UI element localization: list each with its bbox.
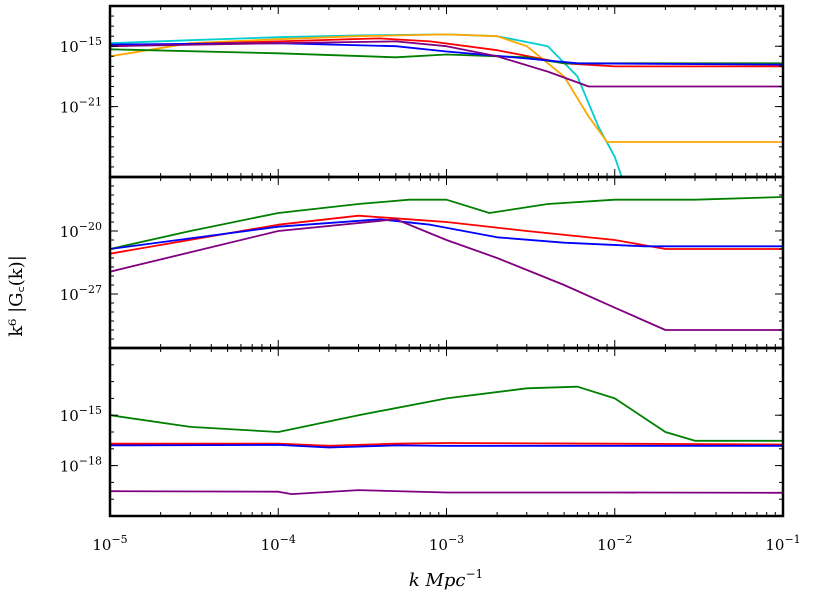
x-tick-base: 10: [92, 536, 111, 554]
x-axis-title: k Mpc−1: [409, 567, 483, 591]
series-group-bottom: [110, 385, 783, 495]
series-line-middle-0: [110, 196, 783, 250]
x-tick-label: 10−2: [597, 533, 632, 554]
y-tick-label: 10−21: [60, 96, 102, 117]
x-tick-exponent: −5: [111, 533, 127, 546]
x-tick-label: 10−3: [429, 533, 464, 554]
series-line-top-3: [110, 48, 783, 65]
x-tick-label: 10−4: [261, 533, 296, 554]
x-tick-exponent: −3: [448, 533, 464, 546]
y-tick-label: 10−18: [60, 455, 102, 476]
x-tick-exponent: −4: [280, 533, 296, 546]
y-tick-base: 10: [60, 38, 79, 56]
y-tick-exponent: −21: [79, 96, 102, 109]
series-line-bottom-2: [110, 444, 783, 449]
series-line-bottom-3: [110, 489, 783, 495]
series-line-top-2: [110, 37, 783, 68]
x-axis-title-exponent: −1: [465, 567, 483, 581]
series-line-top-5: [110, 40, 783, 88]
y-tick-label: 10−27: [60, 283, 102, 304]
y-tick-exponent: −18: [79, 455, 102, 468]
x-axis-title-text: k Mpc: [409, 570, 466, 591]
x-tick-exponent: −1: [784, 533, 800, 546]
x-tick-base: 10: [765, 536, 784, 554]
x-tick-base: 10: [429, 536, 448, 554]
y-tick-base: 10: [60, 286, 79, 304]
y-tick-exponent: −15: [79, 404, 102, 417]
y-tick-base: 10: [60, 407, 79, 425]
y-tick-label: 10−15: [60, 35, 102, 56]
series-group-top: [110, 33, 783, 177]
x-tick-label: 10−1: [765, 533, 800, 554]
y-tick-label: 10−20: [60, 220, 102, 241]
y-tick-exponent: −27: [79, 283, 102, 296]
series-line-bottom-1: [110, 442, 783, 447]
series-line-bottom-0: [110, 385, 783, 442]
y-tick-base: 10: [60, 223, 79, 241]
y-tick-base: 10: [60, 99, 79, 117]
x-tick-exponent: −2: [616, 533, 632, 546]
series-line-middle-2: [110, 218, 783, 250]
series-line-top-1: [110, 33, 783, 143]
series-group-middle: [110, 196, 783, 331]
y-axis-title-text: k⁶ |G꜀(k)|: [6, 255, 27, 337]
y-axis-title: k⁶ |G꜀(k)|: [6, 255, 27, 337]
x-tick-base: 10: [597, 536, 616, 554]
panel-frame-middle: [108, 175, 785, 350]
x-tick-label: 10−5: [92, 533, 127, 554]
panel-frame-top: [108, 4, 785, 179]
x-tick-base: 10: [261, 536, 280, 554]
series-line-middle-3: [110, 218, 783, 331]
y-tick-base: 10: [60, 458, 79, 476]
y-tick-label: 10−15: [60, 404, 102, 425]
y-tick-exponent: −20: [79, 220, 102, 233]
panel-frame-bottom: [108, 346, 785, 518]
y-tick-exponent: −15: [79, 35, 102, 48]
